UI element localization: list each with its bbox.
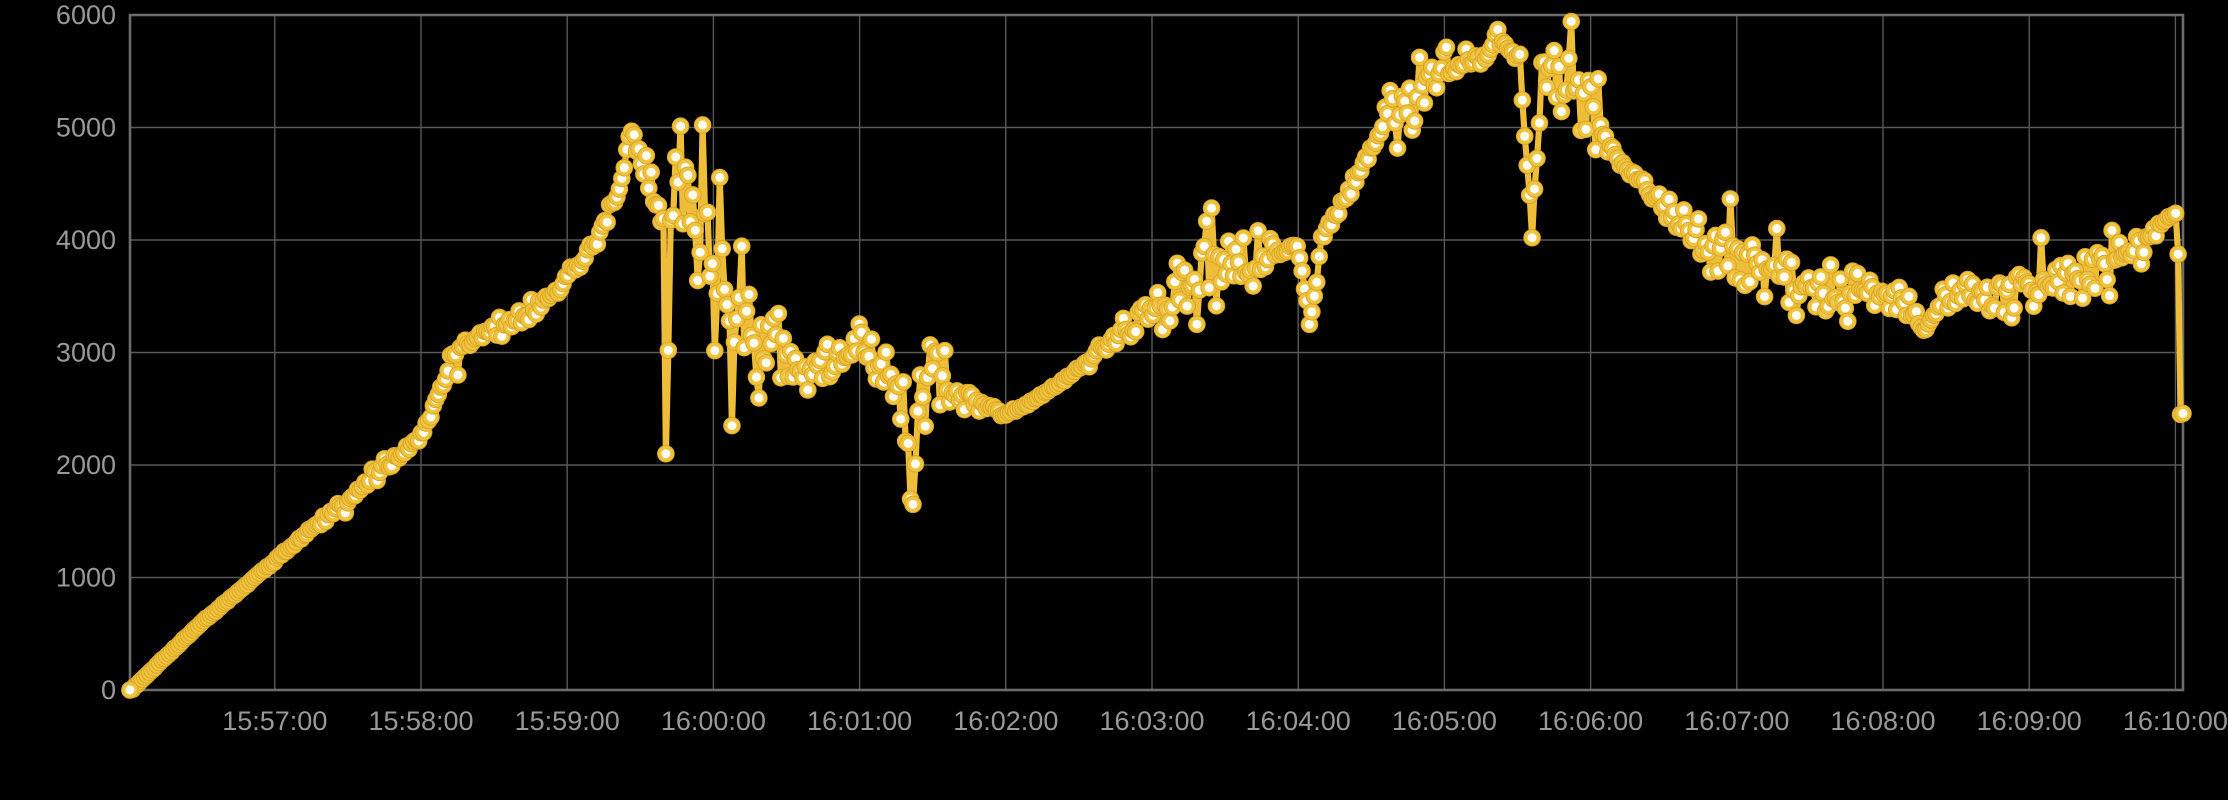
svg-text:5000: 5000 [56,113,116,143]
svg-text:16:00:00: 16:00:00 [661,706,766,736]
svg-text:15:57:00: 15:57:00 [222,706,327,736]
svg-text:4000: 4000 [56,225,116,255]
svg-text:16:08:00: 16:08:00 [1830,706,1935,736]
svg-text:2000: 2000 [56,450,116,480]
svg-text:16:03:00: 16:03:00 [1099,706,1204,736]
svg-text:6000: 6000 [56,0,116,30]
svg-text:16:04:00: 16:04:00 [1246,706,1351,736]
svg-text:16:10:00: 16:10:00 [2123,706,2228,736]
svg-text:0: 0 [101,675,116,705]
svg-text:16:06:00: 16:06:00 [1538,706,1643,736]
svg-text:15:59:00: 15:59:00 [515,706,620,736]
svg-text:16:09:00: 16:09:00 [1977,706,2082,736]
svg-text:16:05:00: 16:05:00 [1392,706,1497,736]
svg-text:15:58:00: 15:58:00 [368,706,473,736]
svg-text:16:02:00: 16:02:00 [953,706,1058,736]
svg-text:1000: 1000 [56,563,116,593]
svg-text:16:07:00: 16:07:00 [1684,706,1789,736]
svg-text:3000: 3000 [56,338,116,368]
svg-text:16:01:00: 16:01:00 [807,706,912,736]
